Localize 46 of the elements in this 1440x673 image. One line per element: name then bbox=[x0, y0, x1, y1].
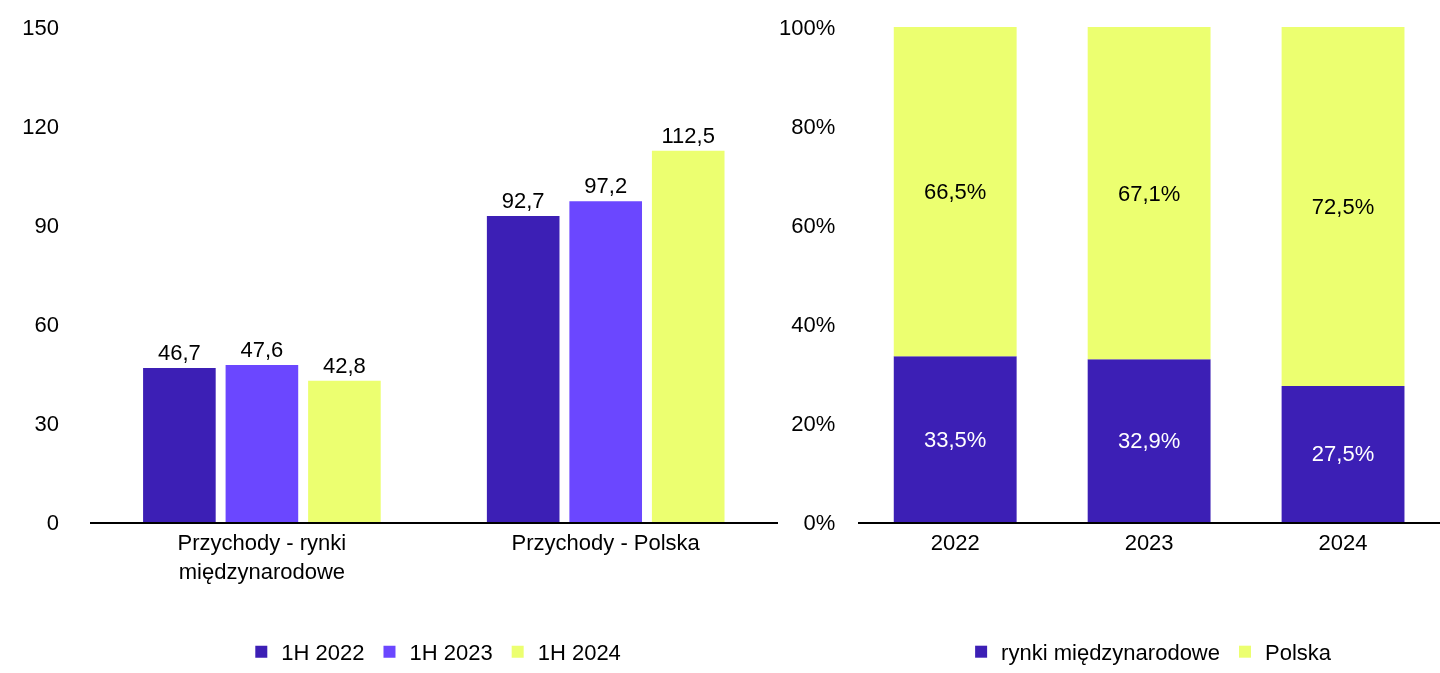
x-tick-label: Przychody - Polska bbox=[511, 530, 701, 556]
y-tick-label: 90 bbox=[34, 212, 59, 238]
bar bbox=[569, 201, 643, 522]
legend-label: 1H 2023 bbox=[409, 640, 493, 666]
y-tick-label: 0 bbox=[46, 509, 59, 535]
x-tick-label: 2023 bbox=[1124, 530, 1174, 556]
y-tick-label: 120 bbox=[22, 113, 59, 139]
bar bbox=[308, 380, 381, 522]
y-tick-label: 80% bbox=[791, 113, 836, 139]
y-tick-label: 40% bbox=[791, 311, 836, 337]
bar bbox=[225, 364, 299, 522]
data-label: 47,6 bbox=[240, 336, 284, 362]
y-tick-label: 60% bbox=[791, 212, 836, 238]
legend-label: 1H 2024 bbox=[537, 640, 621, 666]
data-label: 46,7 bbox=[157, 339, 201, 365]
data-label: 27,5% bbox=[1311, 441, 1375, 467]
data-label: 32,9% bbox=[1117, 428, 1181, 454]
y-tick-label: 0% bbox=[803, 509, 836, 535]
data-label: 112,5 bbox=[661, 122, 715, 148]
bar bbox=[893, 27, 1017, 357]
bar bbox=[1281, 27, 1405, 386]
bar bbox=[651, 150, 725, 522]
y-tick-label: 60 bbox=[34, 311, 59, 337]
legend-label: rynki międzynarodowe bbox=[1001, 640, 1220, 666]
data-label: 42,8 bbox=[323, 352, 366, 378]
x-tick-label: 2022 bbox=[930, 530, 980, 556]
bar bbox=[1087, 27, 1211, 360]
y-tick-label: 20% bbox=[791, 410, 836, 436]
legend-label: 1H 2022 bbox=[281, 640, 365, 666]
data-label: 97,2 bbox=[584, 173, 628, 199]
data-label: 33,5% bbox=[924, 426, 987, 452]
bar bbox=[893, 356, 1017, 522]
bar bbox=[1281, 385, 1405, 522]
bar bbox=[486, 216, 560, 522]
data-label: 67,1% bbox=[1117, 180, 1181, 206]
y-tick-label: 30 bbox=[34, 410, 59, 436]
y-tick-label: 150 bbox=[22, 14, 59, 40]
data-label: 72,5% bbox=[1311, 193, 1375, 219]
y-tick-label: 100% bbox=[778, 14, 836, 40]
legend-label: Polska bbox=[1264, 640, 1332, 666]
data-label: 66,5% bbox=[924, 179, 987, 205]
x-tick-label: Przychody - rynki międzynarodowe bbox=[177, 530, 347, 584]
bar bbox=[143, 367, 216, 522]
data-label: 92,7 bbox=[501, 188, 545, 214]
bar bbox=[1087, 359, 1211, 522]
x-tick-label: 2024 bbox=[1318, 530, 1368, 556]
